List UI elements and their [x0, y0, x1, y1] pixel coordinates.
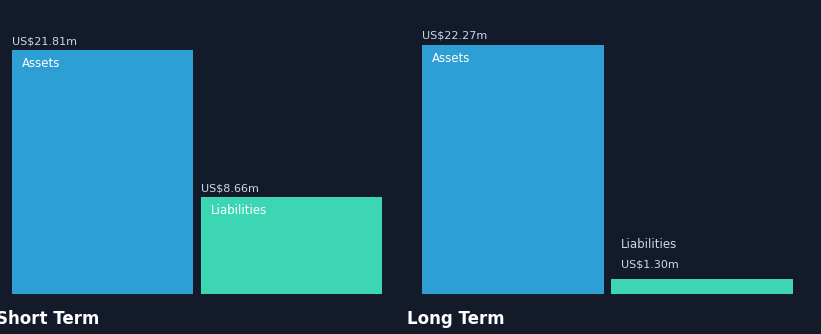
- Text: Liabilities: Liabilities: [621, 237, 677, 250]
- Bar: [422, 45, 603, 294]
- Text: US$1.30m: US$1.30m: [621, 260, 679, 270]
- Text: US$22.27m: US$22.27m: [422, 31, 488, 41]
- Bar: [612, 279, 793, 294]
- Text: Assets: Assets: [21, 57, 60, 70]
- Bar: [11, 50, 193, 294]
- Text: US$8.66m: US$8.66m: [201, 183, 259, 193]
- Text: Assets: Assets: [432, 52, 470, 65]
- Bar: [201, 197, 383, 294]
- Text: US$21.81m: US$21.81m: [11, 36, 77, 46]
- Text: Liabilities: Liabilities: [211, 204, 267, 217]
- Text: Short Term: Short Term: [0, 310, 99, 328]
- Text: Long Term: Long Term: [406, 310, 504, 328]
